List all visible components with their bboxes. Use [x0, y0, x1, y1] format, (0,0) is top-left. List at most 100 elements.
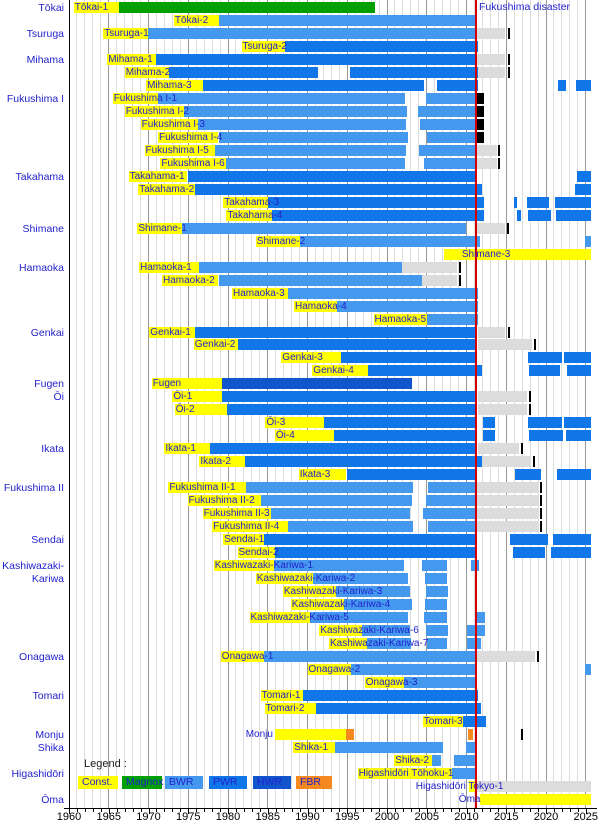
decommission-tick — [540, 495, 543, 506]
bar-const — [264, 703, 317, 714]
bar-pwr — [169, 67, 318, 78]
bar-const — [329, 638, 368, 649]
bar-const — [281, 352, 341, 363]
axis-tick — [235, 809, 237, 812]
axis-year-label: 1960 — [56, 811, 82, 823]
legend-swatch-pwr — [209, 776, 247, 789]
axis-tick — [275, 809, 277, 812]
bar-bwr — [336, 301, 478, 312]
axis-tick — [506, 809, 508, 814]
reactor-label: Tōkai-1 — [74, 2, 109, 13]
bar-fbr — [345, 729, 355, 740]
bar-destroyed — [475, 119, 484, 130]
gridline — [140, 0, 142, 808]
event-line-label: Fukushima disaster — [479, 1, 571, 13]
bar-bwr — [422, 508, 477, 519]
decommission-tick — [507, 223, 509, 234]
bar-const — [220, 651, 264, 662]
bar-pwr — [244, 456, 482, 467]
bar-shutdown — [475, 781, 592, 792]
reactor-label: Hamaoka-5 — [374, 314, 427, 325]
gridline — [155, 0, 157, 808]
bar-const — [265, 417, 325, 428]
bar-const — [223, 534, 264, 545]
bar-bwr — [426, 586, 448, 597]
bar-const — [249, 612, 310, 623]
axis-tick — [172, 809, 174, 812]
reactor-label: Kashiwazaki-Kariwa-6 — [320, 625, 419, 636]
bar-shutdown — [476, 223, 505, 234]
reactor-label: Genkai-4 — [313, 365, 354, 376]
decommission-tick — [521, 443, 524, 454]
plant-label: Tsuruga — [26, 28, 64, 40]
plant-label: Onagawa — [19, 651, 64, 663]
reactor-label: Higashidōri Tokyo-1 — [415, 781, 504, 792]
bar-bwr — [426, 314, 478, 325]
bar-shutdown — [476, 508, 538, 519]
bar-pwr — [263, 534, 477, 545]
legend-title: Legend : — [84, 758, 127, 770]
axis-tick — [84, 809, 86, 812]
axis-tick — [434, 809, 436, 812]
reactor-label: Ōma — [458, 794, 481, 805]
bar-const — [212, 521, 289, 532]
axis-tick — [307, 809, 309, 814]
reactor-label: Tsuruga-1 — [104, 28, 149, 39]
bar-const — [274, 430, 334, 441]
bar-bwr — [418, 106, 476, 117]
axis-tick — [132, 809, 134, 812]
reactor-label: Tomari-2 — [265, 703, 305, 714]
bar-pwr — [527, 352, 562, 363]
bar-const — [124, 106, 185, 117]
reactor-label: Kashiwazaki-Kariwa-4 — [291, 599, 391, 610]
gridline — [100, 0, 102, 808]
reactor-label: Sendai-2 — [238, 547, 279, 558]
gridline — [108, 0, 110, 808]
axis-tick — [498, 809, 500, 812]
bar-const — [158, 132, 219, 143]
gridline — [76, 0, 78, 808]
bar-const — [164, 443, 210, 454]
decommission-tick — [529, 391, 532, 402]
bar-bwr — [198, 262, 403, 273]
bar-const — [149, 327, 196, 338]
axis-tick — [331, 809, 333, 812]
reactor-label: Fukushima I-1 — [113, 93, 178, 104]
bar-pwr — [324, 417, 477, 428]
bar-hwr — [221, 378, 413, 389]
bar-shutdown — [476, 521, 538, 532]
axis-tick — [553, 809, 555, 812]
reactor-label: Mihama-3 — [147, 80, 192, 91]
bar-const — [168, 482, 247, 493]
axis-year-label: 1970 — [136, 811, 161, 823]
gridline — [561, 0, 563, 808]
axis-tick — [156, 809, 158, 812]
bar-shutdown — [476, 495, 538, 506]
axis-tick — [482, 809, 484, 812]
bar-bwr — [336, 586, 410, 597]
plant-label: Mihama — [26, 54, 64, 66]
bar-bwr — [197, 119, 407, 130]
bar-pwr — [302, 690, 478, 701]
event-line — [474, 0, 477, 808]
bar-bwr — [420, 119, 476, 130]
bar-pwr — [227, 404, 477, 415]
axis-tick — [339, 809, 341, 812]
reactor-label: Kashiwazaki-Kariwa-7 — [330, 638, 429, 649]
bar-pwr — [195, 327, 477, 338]
plant-label: Kariwa — [31, 573, 64, 585]
reactor-label: Fukushima II-1 — [169, 482, 236, 493]
legend-swatch-magnox — [122, 776, 162, 789]
bar-shutdown — [402, 262, 457, 273]
axis-tick — [474, 809, 476, 812]
reactor-label: Tomari-1 — [261, 690, 301, 701]
axis-tick — [299, 809, 301, 812]
axis-tick — [347, 809, 349, 814]
bar-const — [293, 742, 336, 753]
bar-pwr — [155, 54, 477, 65]
decommission-tick — [459, 262, 462, 273]
plant-label: Hamaoka — [19, 262, 64, 274]
bar-const — [140, 119, 198, 130]
x-axis-line — [64, 808, 597, 809]
bar-pwr — [566, 365, 592, 376]
